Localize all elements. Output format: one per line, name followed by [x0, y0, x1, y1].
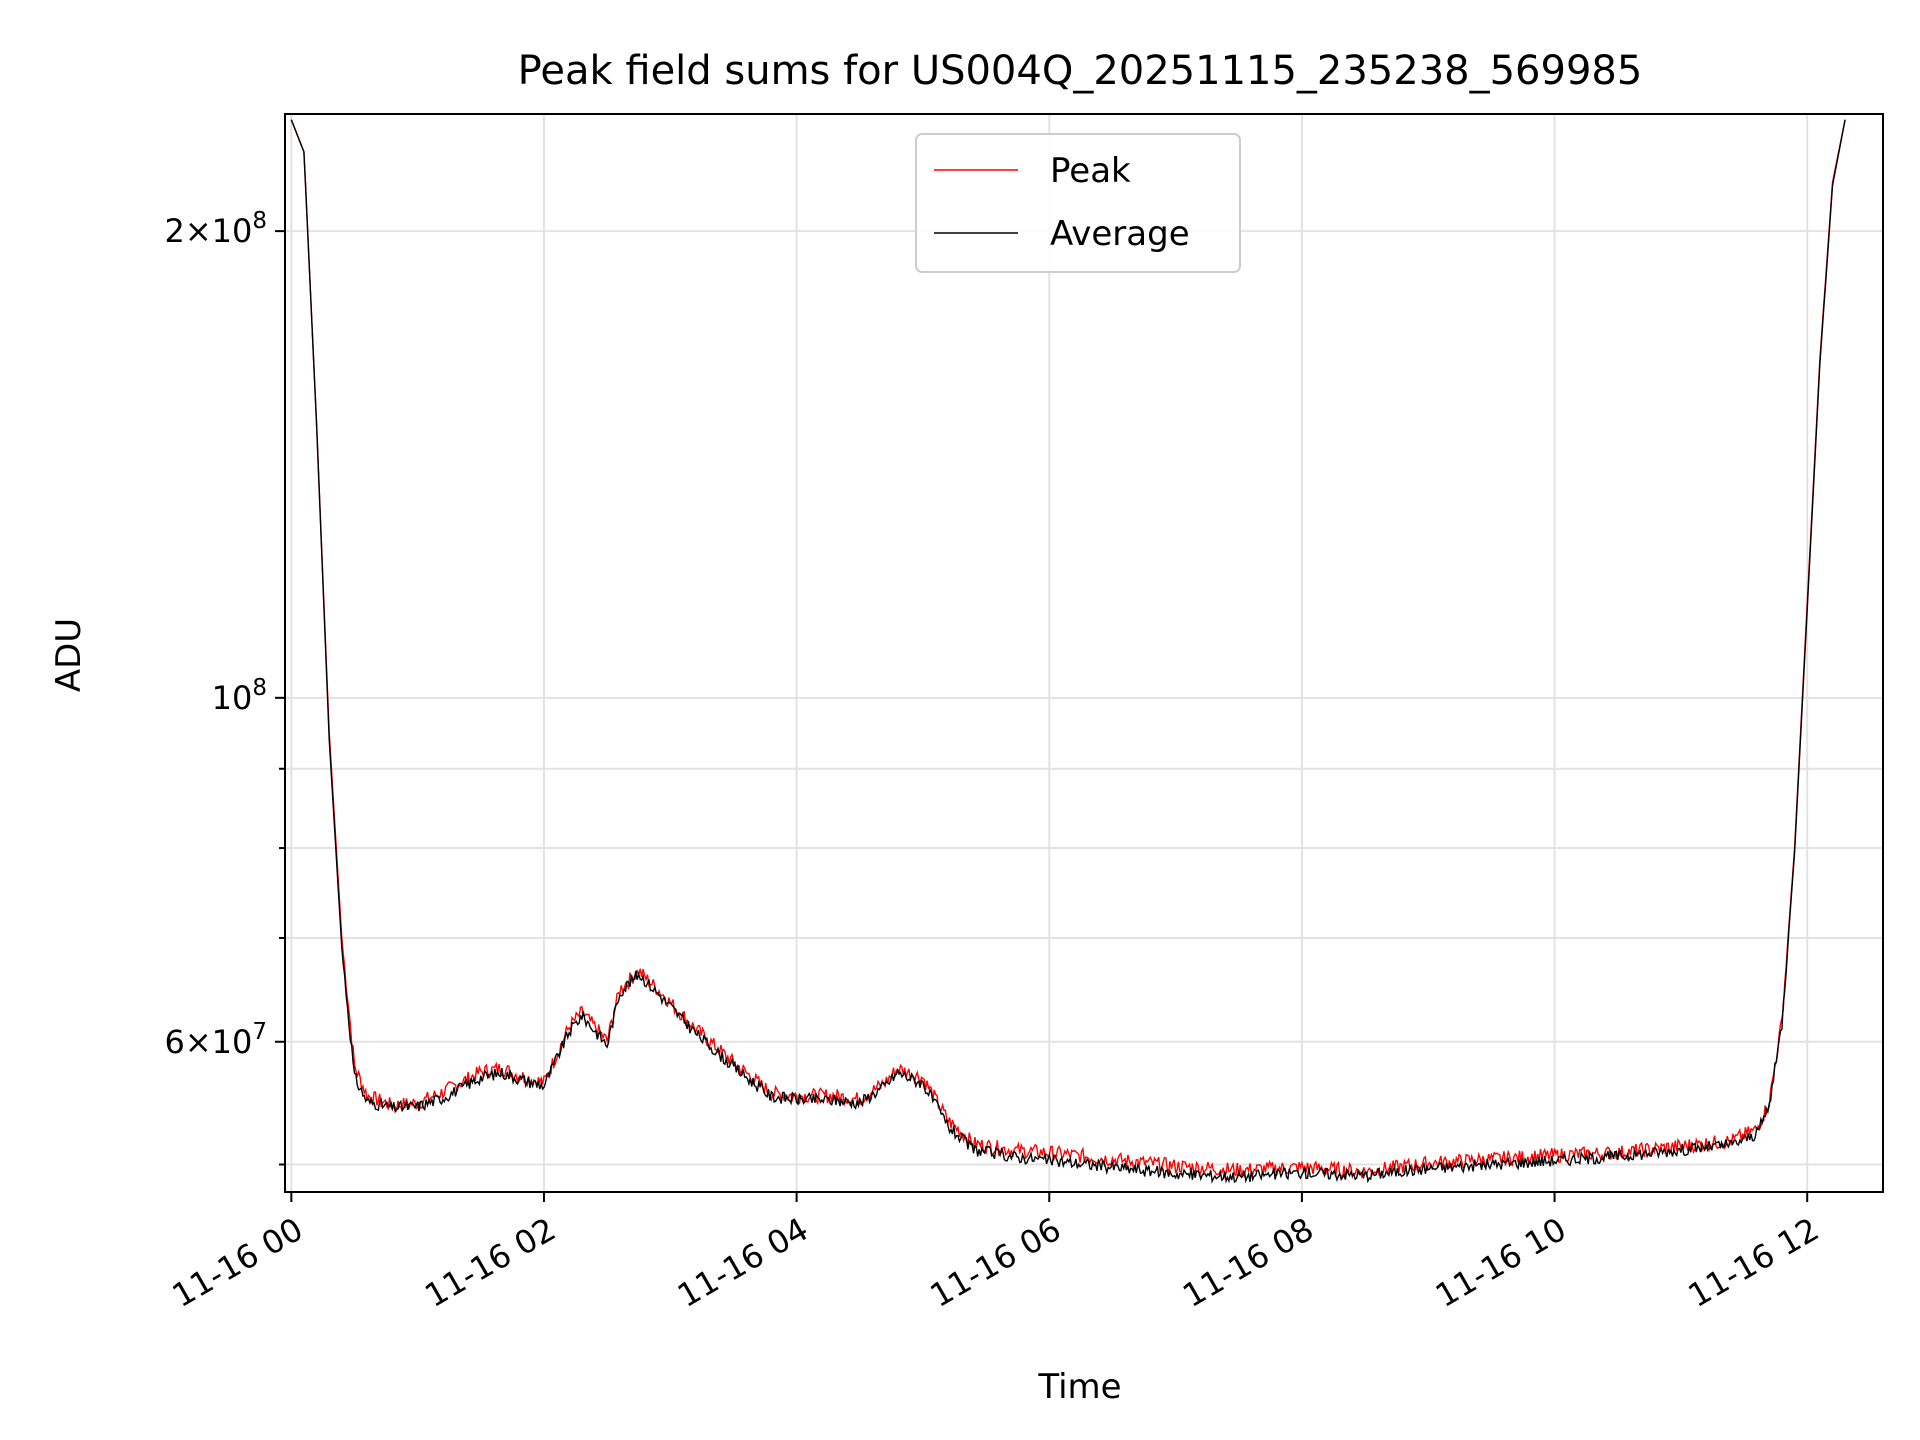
y-tick-label: 6×107	[164, 1019, 267, 1061]
legend-label: Average	[1050, 214, 1190, 254]
plot-frame	[284, 113, 1884, 1193]
grid	[285, 114, 1883, 1192]
legend-box	[915, 133, 1241, 273]
series-layer	[290, 119, 1846, 1184]
y-tick-label: 108	[212, 675, 267, 717]
chart-title: Peak field sums for US004Q_20251115_2352…	[518, 48, 1643, 94]
legend-label: Peak	[1050, 151, 1131, 191]
x-axis-label: Time	[1037, 1367, 1121, 1407]
y-axis-label: ADU	[49, 618, 89, 692]
legend: Peak Average	[915, 133, 1241, 273]
y-tick-label: 2×108	[164, 208, 267, 250]
series-average-line	[290, 119, 1846, 1184]
